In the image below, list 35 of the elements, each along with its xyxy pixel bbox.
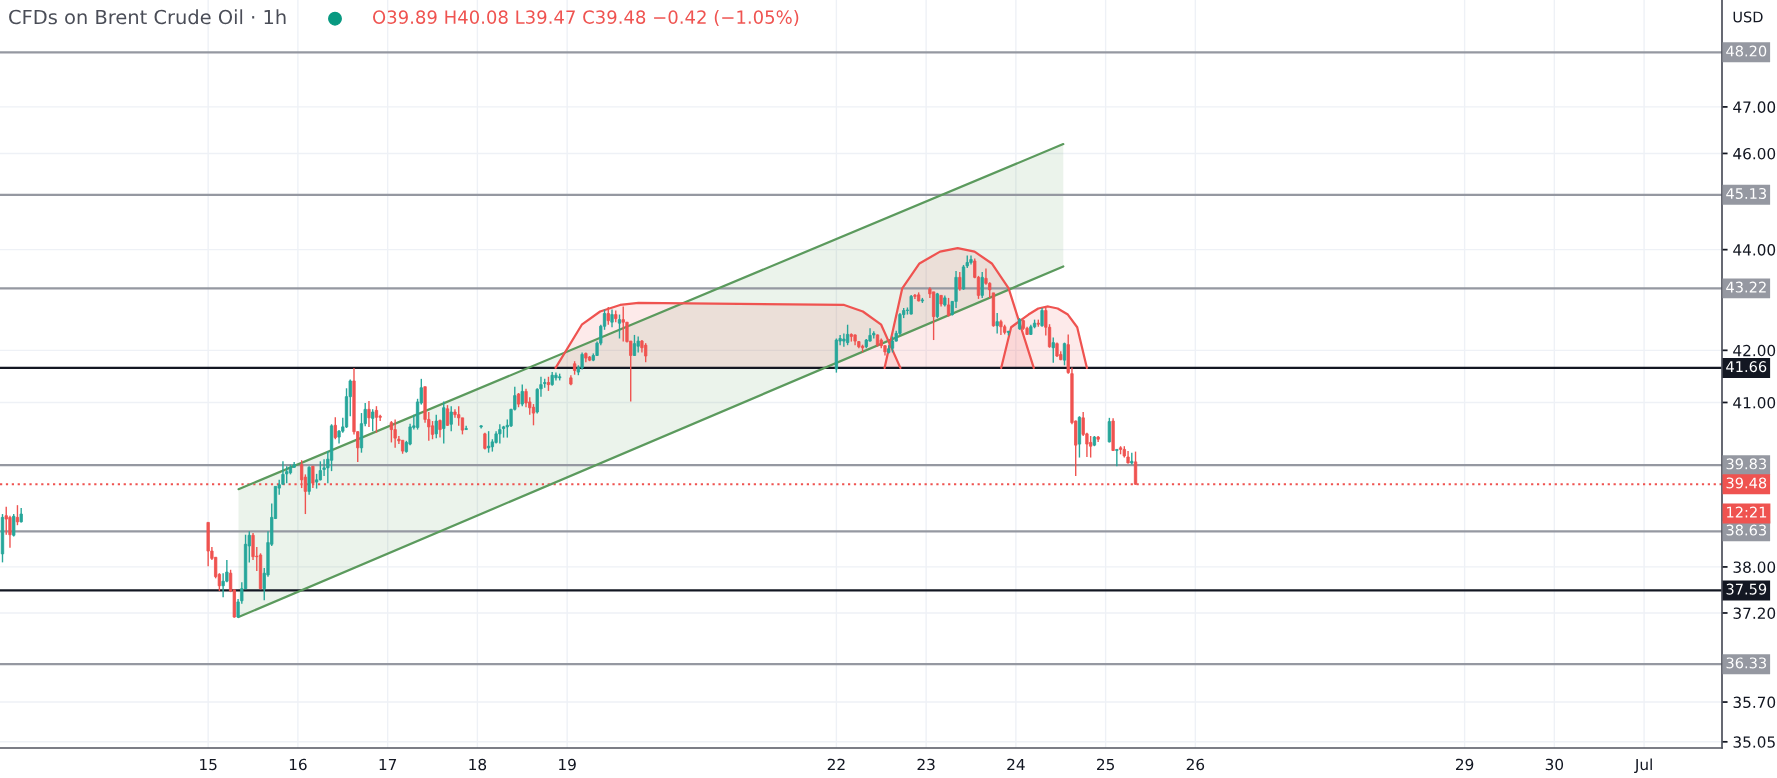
ref-line-label: 36.33: [1726, 657, 1767, 669]
ref-line-label: 38.63: [1726, 524, 1767, 536]
ref-line-label: 48.20: [1726, 45, 1767, 57]
x-tick-label: 19: [559, 758, 576, 771]
y-tick-label: 44.00: [1733, 244, 1776, 256]
x-tick-label: 30: [1545, 758, 1564, 771]
y-tick-label: 46.00: [1733, 147, 1776, 160]
x-tick-label: 15: [200, 758, 217, 771]
y-tick-label: 35.05: [1733, 736, 1775, 748]
y-tick-label: 37.20: [1733, 607, 1776, 619]
ref-line-label: 39.48: [1726, 477, 1767, 489]
chart-title: CFDs on Brent Crude Oil · 1h: [9, 9, 286, 25]
x-tick-label: 25: [1097, 758, 1115, 771]
ref-line-label: 37.59: [1726, 583, 1767, 595]
annotation: O39.89 H40.08 L39.47 C39.48 −0.42 (−1.05%): [373, 9, 799, 27]
y-tick-label: 38.00: [1733, 561, 1776, 573]
x-tick-label: 26: [1186, 758, 1205, 771]
x-tick-label: 23: [917, 758, 935, 771]
y-tick-label: 35.70: [1733, 696, 1776, 709]
y-tick-label: 41.00: [1733, 396, 1776, 409]
ref-line-label: 41.66: [1726, 361, 1767, 373]
y-tick-label: 47.00: [1733, 101, 1776, 113]
ref-line-label: 43.22: [1726, 281, 1766, 293]
x-tick-label: 16: [289, 758, 307, 771]
y-axis-title: USD: [1733, 11, 1763, 23]
ref-line-label: 45.13: [1726, 187, 1767, 199]
x-tick-label: Jul: [1634, 758, 1652, 774]
x-tick-label: 24: [1007, 758, 1025, 771]
text: 12:21: [1727, 506, 1767, 518]
x-tick-label: 18: [469, 758, 487, 771]
y-tick-label: 42.00: [1733, 344, 1776, 357]
x-tick-label: 22: [827, 758, 845, 771]
x-tick-label: 29: [1456, 758, 1474, 771]
x-tick-label: 17: [379, 758, 397, 771]
ref-line-label: 39.83: [1726, 458, 1767, 470]
